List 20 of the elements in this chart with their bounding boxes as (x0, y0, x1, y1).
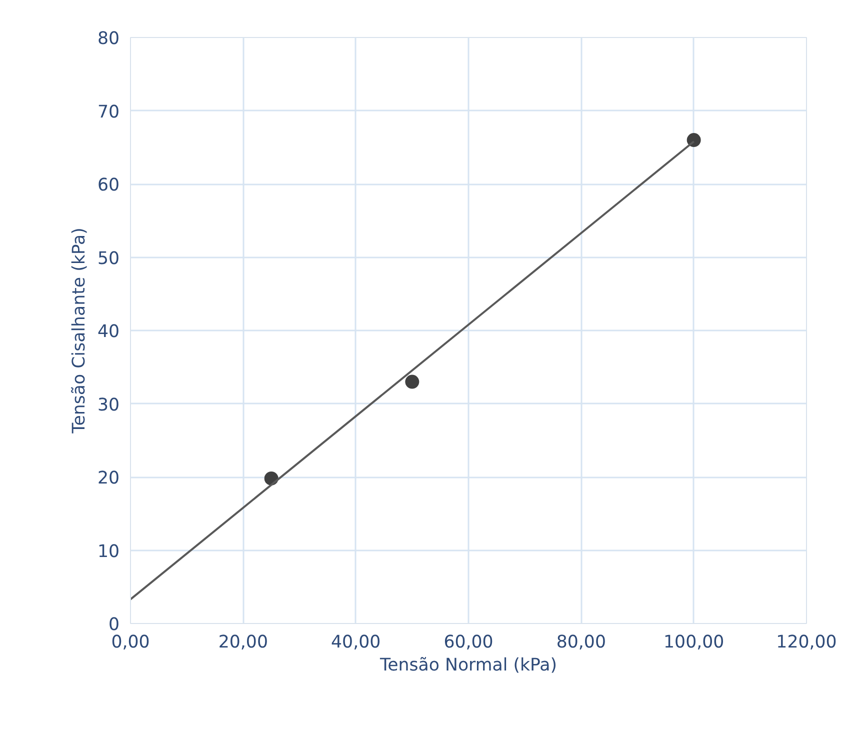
y-tick-label: 70 (97, 102, 120, 122)
y-axis-title: Tensão Cisalhante (kPa) (69, 228, 90, 434)
x-tick-label: 0,00 (111, 632, 150, 652)
x-tick-label: 60,00 (444, 632, 494, 652)
x-tick-label: 120,00 (776, 632, 837, 652)
y-tick-label: 80 (97, 29, 120, 49)
y-tick-label: 50 (97, 248, 120, 269)
y-tick-label: 40 (97, 322, 120, 342)
x-tick-label: 100,00 (664, 632, 724, 652)
x-tick-label: 40,00 (331, 632, 381, 652)
y-tick-label: 60 (97, 176, 120, 196)
point (686, 133, 701, 148)
y-tick-label: 10 (97, 542, 120, 562)
y-tick-label: 0 (108, 615, 120, 635)
y-tick-label: 30 (97, 395, 120, 416)
x-axis-title: Tensão Normal (kPa) (378, 656, 558, 676)
point (405, 374, 420, 389)
x-tick-label: 80,00 (556, 632, 606, 652)
y-tick-label: 20 (97, 468, 120, 488)
x-tick-label: 20,00 (218, 632, 268, 652)
